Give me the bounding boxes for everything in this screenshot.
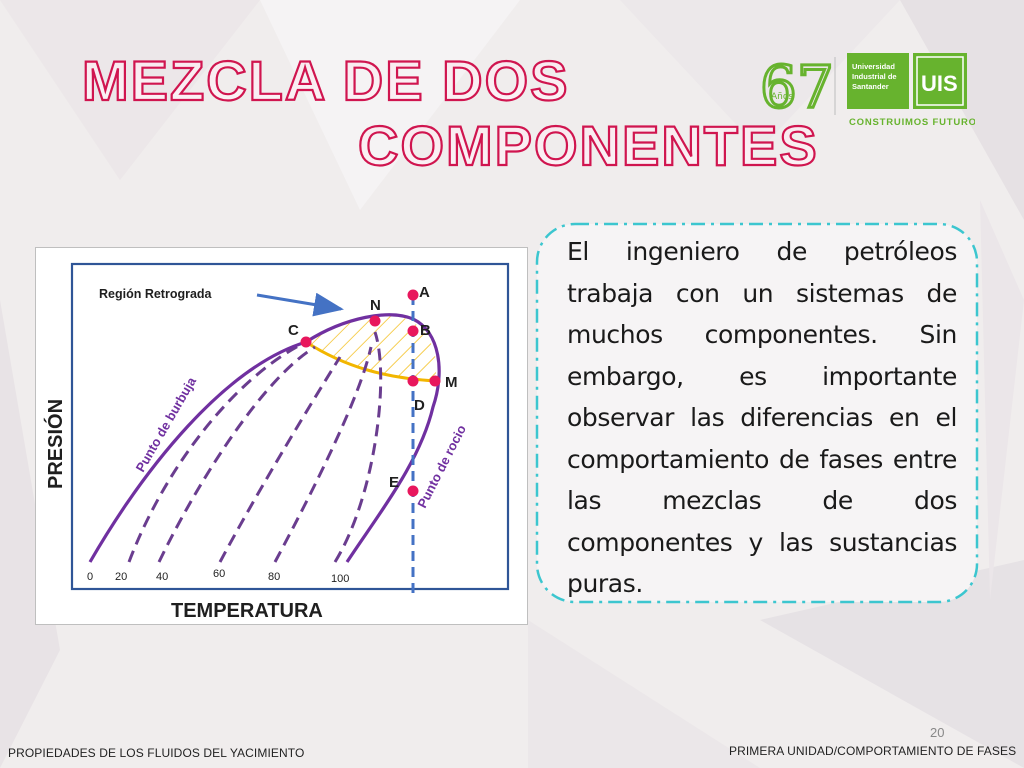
university-line-2: Industrial de bbox=[852, 72, 897, 81]
point-e bbox=[407, 485, 419, 497]
uis-acronym: UIS bbox=[921, 71, 958, 96]
title-line-2: COMPONENTES bbox=[358, 114, 819, 177]
university-line-3: Santander bbox=[852, 82, 889, 91]
retrograde-arrow bbox=[256, 292, 344, 317]
anniversary-word: Años bbox=[771, 92, 793, 102]
x-axis-label: TEMPERATURA bbox=[171, 600, 323, 622]
label-d: D bbox=[414, 397, 425, 414]
phase-diagram-frame bbox=[35, 247, 528, 625]
curve-value-80: 80 bbox=[268, 571, 280, 583]
point-c bbox=[300, 336, 312, 348]
label-a: A bbox=[419, 284, 430, 301]
page-number: 20 bbox=[930, 725, 945, 740]
slide-title: MEZCLA DE DOS COMPONENTES bbox=[0, 0, 1024, 190]
quality-line-60 bbox=[218, 356, 342, 563]
y-axis-label: PRESIÓN bbox=[43, 399, 67, 489]
point-b bbox=[407, 325, 419, 337]
label-c: C bbox=[288, 322, 299, 339]
retrograde-label: Región Retrograda bbox=[99, 287, 213, 301]
label-n: N bbox=[370, 297, 381, 314]
quality-line-80b bbox=[333, 331, 383, 563]
plot-area bbox=[70, 262, 510, 591]
point-m bbox=[429, 375, 441, 387]
label-b: B bbox=[420, 322, 431, 339]
curve-value-20: 20 bbox=[115, 571, 127, 583]
explanation-text: El ingeniero de petróleos trabaja con un… bbox=[567, 237, 957, 598]
curve-value-60: 60 bbox=[213, 568, 225, 580]
footer-left: PROPIEDADES DE LOS FLUIDOS DEL YACIMIENT… bbox=[8, 746, 305, 760]
point-a bbox=[407, 289, 419, 301]
quality-lines bbox=[127, 331, 383, 563]
footer-right: PRIMERA UNIDAD/COMPORTAMIENTO DE FASES bbox=[729, 744, 1017, 758]
label-m: M bbox=[445, 374, 458, 391]
label-e: E bbox=[389, 474, 399, 491]
point-n bbox=[369, 315, 381, 327]
curve-value-40: 40 bbox=[156, 571, 168, 583]
retrograde-boundary bbox=[305, 340, 437, 383]
phase-diagram: A N C B D M E Región Retrograda Punto de… bbox=[43, 262, 510, 622]
curve-value-100: 100 bbox=[331, 573, 349, 585]
uis-logo: 67 Años Universidad Industrial de Santan… bbox=[755, 45, 977, 135]
diagram-points bbox=[300, 289, 441, 497]
university-slogan: CONSTRUIMOS FUTURO bbox=[849, 117, 975, 128]
explanation-box: El ingeniero de petróleos trabaja con un… bbox=[527, 221, 982, 606]
quality-line-80 bbox=[273, 346, 373, 563]
curve-value-0: 0 bbox=[87, 571, 93, 583]
point-d bbox=[407, 375, 419, 387]
quality-line-20 bbox=[127, 340, 307, 563]
anniversary-number: 67 bbox=[760, 53, 834, 121]
university-line-1: Universidad bbox=[852, 62, 895, 71]
title-line-1: MEZCLA DE DOS bbox=[82, 49, 569, 112]
